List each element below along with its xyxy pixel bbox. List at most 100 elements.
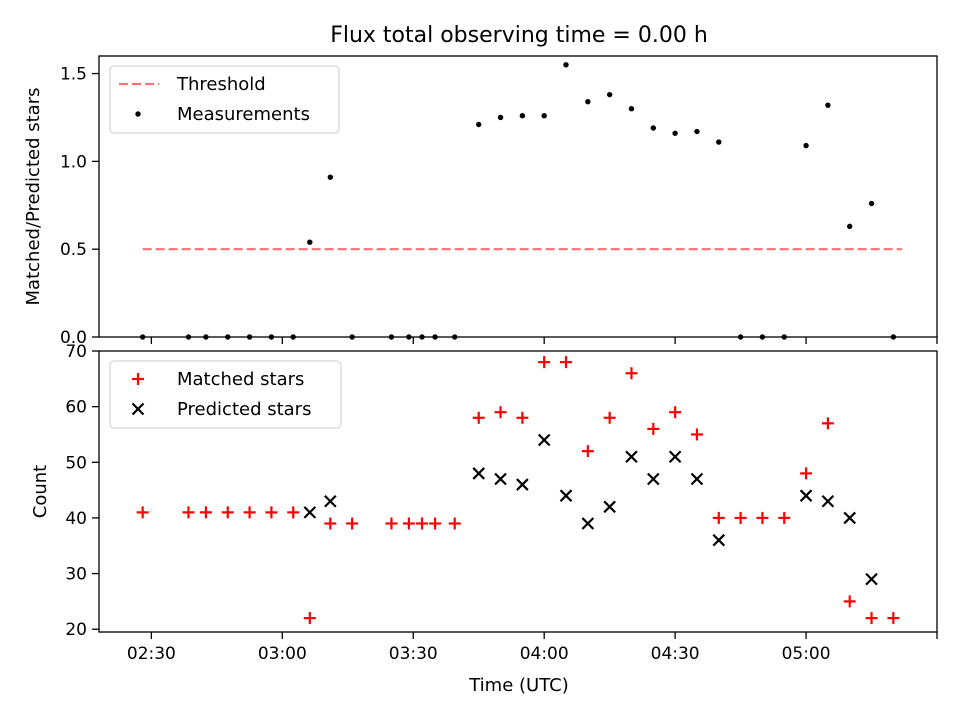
matched-stars-point xyxy=(734,511,747,524)
x-tick-label: 02:30 xyxy=(127,644,176,664)
matched-stars-point xyxy=(303,612,316,625)
y-tick-label: 20 xyxy=(65,620,87,640)
predicted-stars-point xyxy=(647,472,660,486)
predicted-stars-point xyxy=(494,472,507,486)
matched-stars-point xyxy=(265,506,278,519)
matched-stars-point xyxy=(647,422,660,435)
legend-label: Matched stars xyxy=(177,369,304,390)
predicted-stars-point-b xyxy=(472,467,485,480)
y-tick-label: 1.5 xyxy=(60,65,87,85)
matched-stars-point xyxy=(182,506,195,519)
x-tick-label: 04:30 xyxy=(651,644,700,664)
matched-stars-series xyxy=(136,356,900,625)
predicted-stars-point xyxy=(799,489,813,502)
y-tick-label: 40 xyxy=(65,509,87,529)
predicted-stars-point xyxy=(625,450,638,464)
predicted-stars-point-b xyxy=(324,494,337,508)
matched-stars-point xyxy=(448,517,461,530)
matched-stars-point xyxy=(712,511,725,524)
predicted-stars-point-b xyxy=(821,494,835,508)
predicted-stars-point xyxy=(690,472,704,486)
measurements-point xyxy=(628,105,635,112)
measurements-point xyxy=(803,142,809,149)
matched-stars-point xyxy=(690,428,703,441)
matched-stars-point xyxy=(429,517,442,530)
legend-box xyxy=(109,65,340,134)
matched-stars-point xyxy=(865,612,878,625)
legend-predicted-stars-point-b xyxy=(131,402,145,416)
predicted-stars-point-b xyxy=(799,489,813,502)
legend-label: Measurements xyxy=(177,104,310,125)
matched-stars-point xyxy=(887,612,900,625)
predicted-stars-point-b xyxy=(668,450,682,464)
predicted-stars-point xyxy=(516,478,529,491)
predicted-stars-point xyxy=(821,494,835,508)
x-tick-label: 03:30 xyxy=(389,644,438,664)
x-tick-label: 03:00 xyxy=(258,644,307,664)
matched-stars-point xyxy=(538,356,551,369)
predicted-stars-point xyxy=(865,572,878,586)
predicted-stars-point xyxy=(472,467,485,480)
matched-stars-point xyxy=(581,445,594,458)
predicted-stars-point-b xyxy=(690,472,704,486)
legend: Matched stars Predicted stars xyxy=(109,360,342,429)
predicted-stars-point xyxy=(303,506,317,519)
matched-stars-point xyxy=(603,411,616,424)
measurements-point xyxy=(716,139,722,145)
matched-stars-point xyxy=(346,517,359,530)
legend-matched-stars-point xyxy=(132,373,144,385)
plot-frame xyxy=(98,350,938,633)
predicted-stars-point xyxy=(559,489,573,502)
predicted-stars-point-b xyxy=(303,506,317,519)
predicted-stars-point-b xyxy=(865,572,878,586)
matched-stars-point xyxy=(494,406,507,419)
y-tick-label: 0.5 xyxy=(60,240,87,260)
measurements-point xyxy=(825,102,831,108)
plot-frame xyxy=(98,55,938,338)
matched-stars-point xyxy=(402,517,415,530)
matched-stars-point xyxy=(385,517,398,530)
y-tick-label: 70 xyxy=(65,342,87,362)
predicted-stars-point-b xyxy=(581,517,595,530)
y-axis-label: Matched/Predicted stars xyxy=(23,88,44,306)
predicted-stars-point-b xyxy=(516,478,529,491)
measurements-point xyxy=(476,121,482,128)
figure-title: Flux total observing time = 0.00 h xyxy=(330,23,708,48)
matched-stars-point xyxy=(516,411,529,424)
matched-stars-point xyxy=(287,506,300,519)
x-axis-label: Time (UTC) xyxy=(468,675,569,696)
measurements-point xyxy=(563,62,569,68)
measurements-point xyxy=(585,98,591,105)
legend: Threshold Measurements xyxy=(109,65,340,134)
predicted-stars-point xyxy=(668,450,682,464)
legend-box xyxy=(109,360,342,429)
measurements-point xyxy=(847,223,853,230)
matched-stars-point xyxy=(415,517,428,530)
predicted-stars-point-b xyxy=(603,500,616,514)
predicted-stars-point-b xyxy=(712,533,726,547)
matched-stars-point xyxy=(221,506,234,519)
predicted-stars-point-b xyxy=(843,511,856,525)
legend-label: Threshold xyxy=(176,74,266,95)
measurements-point xyxy=(307,239,313,245)
predicted-stars-series xyxy=(303,433,878,586)
measurements-point xyxy=(650,125,657,131)
predicted-stars-point xyxy=(324,494,337,508)
y-tick-label: 50 xyxy=(65,453,87,473)
matched-stars-point xyxy=(560,356,573,369)
ratio-panel: 0.0 0.5 1.0 1.5 Matched/Predicted stars Thres… xyxy=(23,55,938,348)
matched-stars-point xyxy=(199,506,212,519)
predicted-stars-point xyxy=(712,533,726,547)
measurements-point xyxy=(327,174,334,180)
predicted-stars-point-b xyxy=(625,450,638,464)
matched-stars-point xyxy=(625,367,638,380)
measurements-point xyxy=(694,128,700,135)
matched-stars-point xyxy=(472,411,485,424)
matched-stars-point xyxy=(243,506,256,519)
predicted-stars-point-b xyxy=(537,433,551,447)
predicted-stars-point xyxy=(603,500,616,514)
x-tick-label: 05:00 xyxy=(782,644,831,664)
y-axis-label: Count xyxy=(30,465,51,518)
x-tick-label: 04:00 xyxy=(520,644,569,664)
